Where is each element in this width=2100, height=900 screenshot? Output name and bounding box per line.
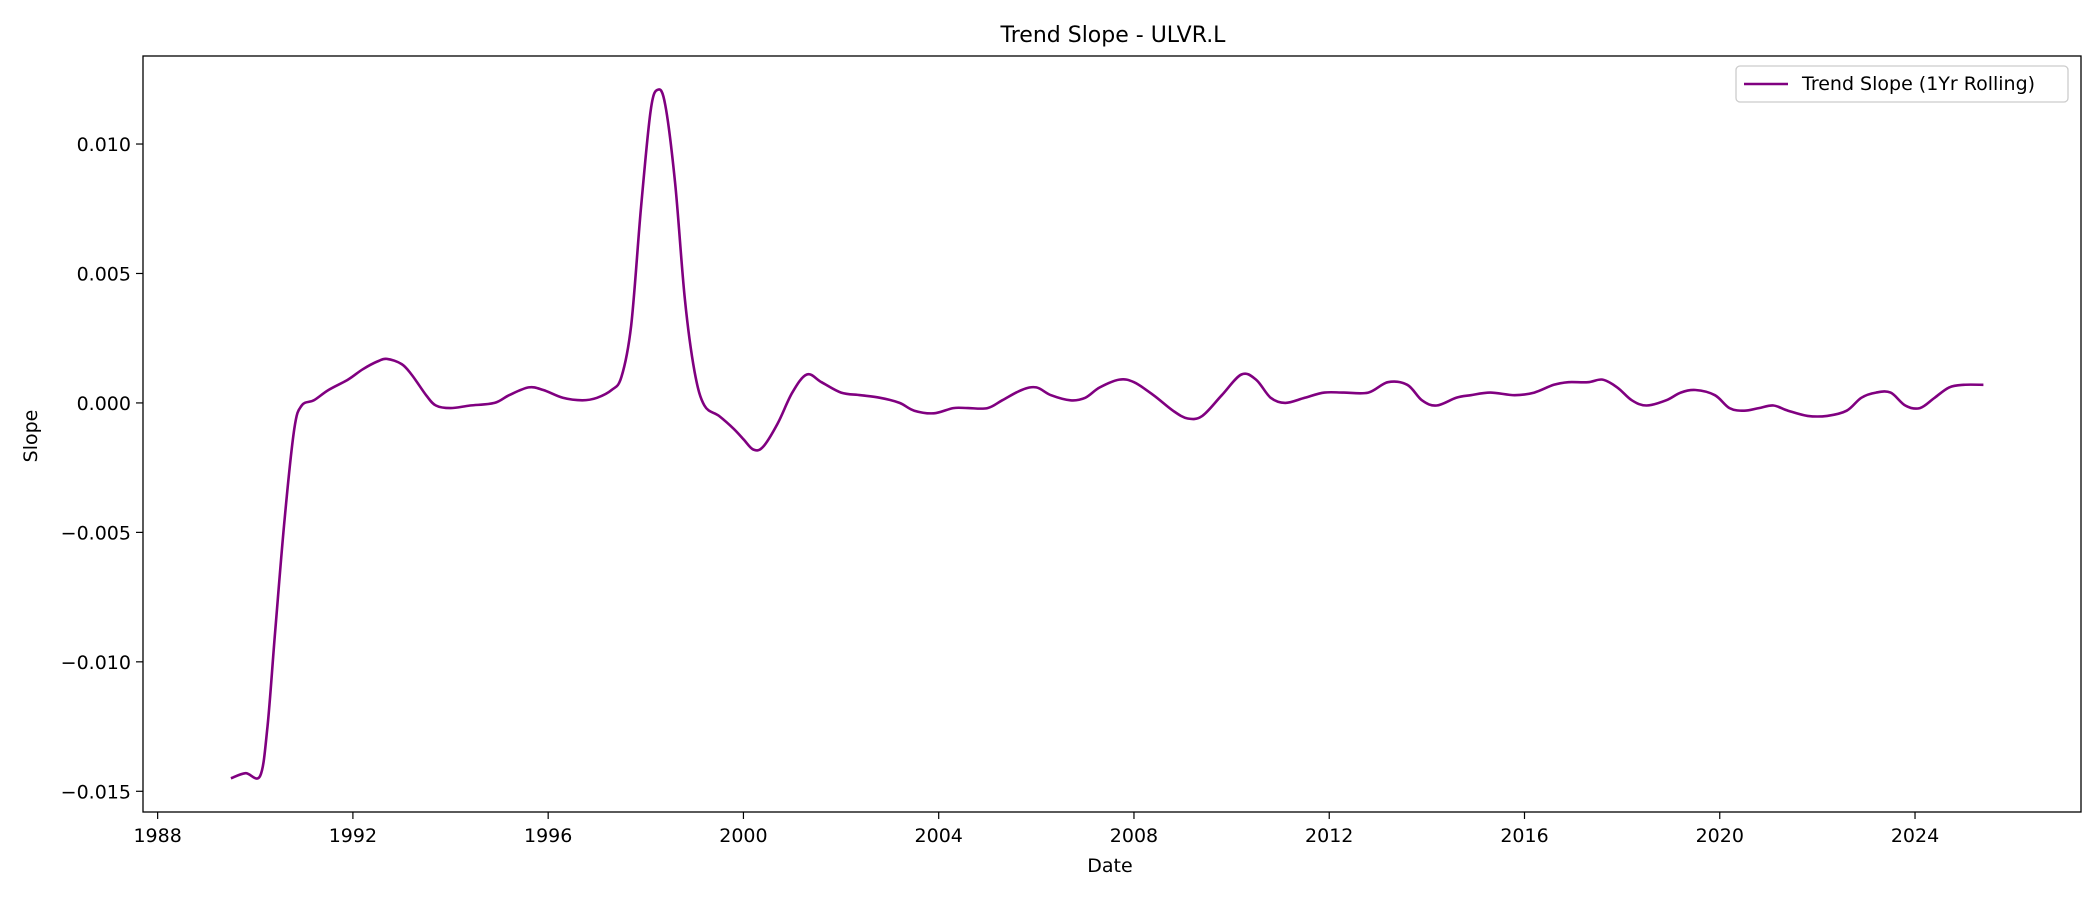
plot-area bbox=[143, 56, 2081, 812]
x-tick-label: 2012 bbox=[1305, 825, 1353, 847]
x-axis-ticks: 1988 1992 1996 2000 2004 2008 2012 2016 2020 2024 bbox=[133, 812, 1939, 847]
x-tick-label: 1996 bbox=[524, 825, 572, 847]
x-tick-label: 2020 bbox=[1696, 825, 1744, 847]
y-tick-label: −0.010 bbox=[61, 652, 131, 674]
x-tick-label: 1992 bbox=[329, 825, 377, 847]
legend-label: Trend Slope (1Yr Rolling) bbox=[1801, 73, 2035, 95]
x-tick-label: 2024 bbox=[1891, 825, 1939, 847]
y-tick-label: −0.015 bbox=[61, 781, 131, 803]
x-tick-label: 2004 bbox=[915, 825, 963, 847]
y-tick-label: 0.005 bbox=[77, 263, 131, 285]
y-tick-label: −0.005 bbox=[61, 522, 131, 544]
x-tick-label: 2016 bbox=[1500, 825, 1548, 847]
x-tick-label: 1988 bbox=[133, 825, 181, 847]
legend: Trend Slope (1Yr Rolling) bbox=[1735, 65, 2069, 103]
chart-title: Trend Slope - ULVR.L bbox=[1000, 23, 1227, 48]
series-line-trend-slope bbox=[230, 88, 1984, 780]
y-axis-label: Slope bbox=[20, 410, 42, 463]
legend-box bbox=[1735, 65, 2069, 103]
x-tick-label: 2000 bbox=[719, 825, 767, 847]
y-tick-label: 0.000 bbox=[77, 393, 131, 415]
x-tick-label: 2008 bbox=[1110, 825, 1158, 847]
y-tick-label: 0.010 bbox=[77, 134, 131, 156]
y-axis-ticks: −0.015 −0.010 −0.005 0.000 0.005 0.010 bbox=[61, 134, 143, 803]
plot-frame bbox=[142, 55, 2082, 813]
x-axis-label: Date bbox=[1087, 855, 1132, 877]
